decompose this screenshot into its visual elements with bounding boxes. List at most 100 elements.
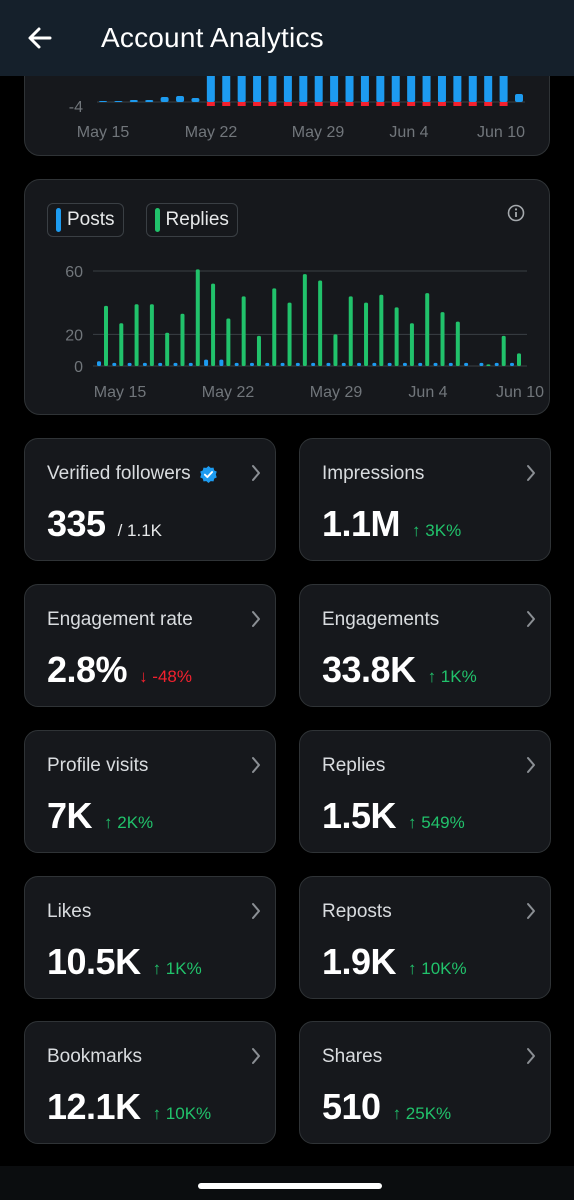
posts-bar <box>249 362 254 366</box>
metric-value-row: 10.5K ↑ 1K% <box>47 941 202 983</box>
chevron-right-icon <box>252 757 260 773</box>
posts-swatch <box>56 208 61 232</box>
y-tick-label: 20 <box>65 327 83 344</box>
chevron-right-icon <box>527 611 535 627</box>
top-chart-x-tick: Jun 4 <box>389 124 428 141</box>
metric-value-row: 33.8K ↑ 1K% <box>322 649 477 691</box>
top-chart-negative-bar <box>206 102 215 106</box>
metric-value-row: 335 / 1.1K <box>47 503 162 545</box>
replies-bar <box>104 305 108 366</box>
metric-value: 33.8K <box>322 649 416 690</box>
replies-bar <box>425 293 430 366</box>
top-chart-negative-bar <box>345 102 354 106</box>
replies-bar <box>348 296 353 366</box>
top-chart-negative-bar <box>484 102 493 106</box>
metric-card-likes[interactable]: Likes 10.5K ↑ 1K% <box>24 876 276 999</box>
posts-bar <box>127 362 132 366</box>
top-chart-negative-bar <box>360 102 369 106</box>
metric-card-engagement-rate[interactable]: Engagement rate 2.8% ↓ -48% <box>24 584 276 707</box>
posts-bar <box>97 361 101 366</box>
top-chart-negative-bar <box>330 102 339 106</box>
top-chart-bar <box>515 94 523 102</box>
metric-card-profile-visits[interactable]: Profile visits 7K ↑ 2K% <box>24 730 276 853</box>
metric-label-text: Engagement rate <box>47 609 193 630</box>
replies-bar <box>241 296 246 366</box>
replies-bar <box>134 304 139 366</box>
posts-bar <box>387 362 392 366</box>
metric-label-text: Bookmarks <box>47 1046 143 1067</box>
top-chart-bar <box>145 100 154 102</box>
top-chart-negative-bar <box>376 102 385 106</box>
top-chart-negative-bar <box>453 102 462 106</box>
legend-replies-label: Replies <box>165 209 229 230</box>
metric-label: Engagement rate <box>47 609 193 631</box>
metric-value: 2.8% <box>47 649 128 690</box>
posts-bar <box>158 362 163 366</box>
chevron-right-icon <box>252 903 260 919</box>
replies-bar <box>165 332 170 366</box>
metric-value-row: 12.1K ↑ 10K% <box>47 1086 211 1128</box>
posts-bar <box>494 362 499 366</box>
metric-card-impressions[interactable]: Impressions 1.1M ↑ 3K% <box>299 438 551 561</box>
metric-change: ↑ 25K% <box>392 1104 452 1123</box>
posts-bar <box>280 362 285 366</box>
top-chart-negative-bar <box>422 102 431 106</box>
posts-bar <box>234 362 239 366</box>
posts-bar <box>265 362 270 366</box>
metric-label-text: Impressions <box>322 463 425 484</box>
metric-card-verified-followers[interactable]: Verified followers 335 / 1.1K <box>24 438 276 561</box>
metric-value: 10.5K <box>47 941 141 982</box>
top-chart-x-tick: May 29 <box>292 124 345 141</box>
metric-label-text: Likes <box>47 901 92 922</box>
chevron-right-icon <box>527 757 535 773</box>
metric-label-text: Reposts <box>322 901 392 922</box>
top-chart-negative-bar <box>407 102 416 106</box>
posts-bar <box>510 362 514 366</box>
metric-change: ↑ 10K% <box>408 959 467 978</box>
metric-change: ↑ 549% <box>408 813 465 832</box>
x-tick-label: May 29 <box>310 384 363 401</box>
top-chart-bar <box>160 97 169 102</box>
top-chart-negative-bar <box>237 102 246 106</box>
posts-bar <box>219 359 224 366</box>
metric-change: ↑ 3K% <box>412 521 462 540</box>
metric-card-reposts[interactable]: Reposts 1.9K ↑ 10K% <box>299 876 551 999</box>
posts-bar <box>372 362 377 366</box>
metric-value: 7K <box>47 795 93 836</box>
metric-value-row: 2.8% ↓ -48% <box>47 649 192 691</box>
back-button[interactable] <box>22 20 58 56</box>
posts-bar <box>204 359 209 366</box>
metric-value: 335 <box>47 503 106 544</box>
legend-replies[interactable]: Replies <box>145 203 238 237</box>
posts-bar <box>142 362 147 366</box>
metric-card-replies[interactable]: Replies 1.5K ↑ 549% <box>299 730 551 853</box>
legend-posts[interactable]: Posts <box>47 203 124 237</box>
metric-card-bookmarks[interactable]: Bookmarks 12.1K ↑ 10K% <box>24 1021 276 1144</box>
top-chart-negative-bar <box>499 102 508 106</box>
x-tick-label: May 22 <box>202 384 255 401</box>
home-indicator[interactable] <box>198 1183 382 1189</box>
metric-card-shares[interactable]: Shares 510 ↑ 25K% <box>299 1021 551 1144</box>
chevron-right-icon <box>527 465 535 481</box>
metric-value: 12.1K <box>47 1086 141 1127</box>
chevron-right-icon <box>252 611 260 627</box>
metric-change: ↓ -48% <box>139 667 192 686</box>
posts-bar <box>295 362 300 366</box>
top-chart-bar <box>129 100 138 102</box>
x-tick-label: Jun 10 <box>496 384 544 401</box>
chevron-right-icon <box>527 1048 535 1064</box>
posts-bar <box>188 362 193 366</box>
top-chart-bar <box>191 98 200 102</box>
posts-bar <box>326 362 331 366</box>
metric-value-row: 7K ↑ 2K% <box>47 795 153 837</box>
replies-bar <box>486 364 491 366</box>
chevron-right-icon <box>252 465 260 481</box>
top-chart-negative-bar <box>253 102 262 106</box>
replies-swatch <box>154 208 160 232</box>
replies-bar <box>409 323 414 366</box>
info-icon[interactable] <box>507 204 525 222</box>
metric-card-engagements[interactable]: Engagements 33.8K ↑ 1K% <box>299 584 551 707</box>
top-chart-y-tick: -4 <box>69 99 83 116</box>
replies-bar <box>119 323 124 366</box>
posts-bar <box>464 362 469 366</box>
